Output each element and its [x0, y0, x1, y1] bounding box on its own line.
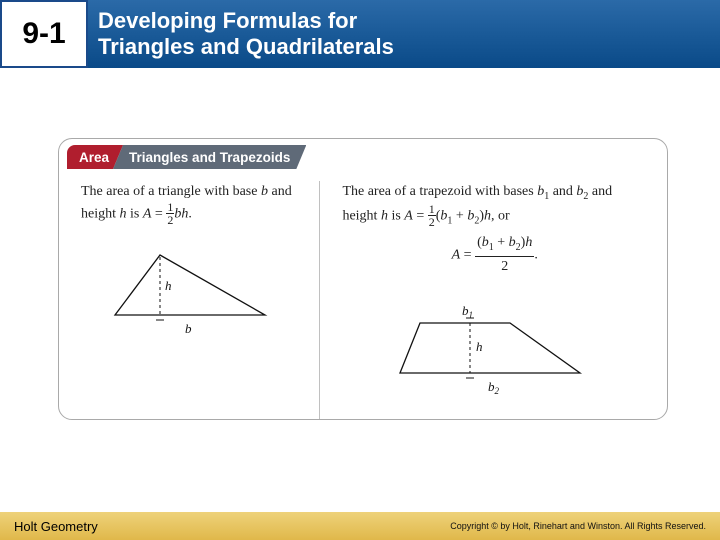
- slide-title: Developing Formulas for Triangles and Qu…: [98, 8, 394, 61]
- section-number-badge: 9-1: [0, 0, 88, 68]
- trap-frac-den: 2: [475, 257, 534, 276]
- title-bar: Developing Formulas for Triangles and Qu…: [88, 0, 720, 68]
- footer-copyright: Copyright © by Holt, Rinehart and Winsto…: [450, 521, 706, 531]
- slide-header: 9-1 Developing Formulas for Triangles an…: [0, 0, 720, 68]
- trapezoid-figure: b1 h b2: [342, 293, 647, 403]
- title-line-2: Triangles and Quadrilaterals: [98, 34, 394, 59]
- trapezoid-shape: [400, 323, 580, 373]
- box-header: Area Triangles and Trapezoids: [67, 145, 306, 169]
- footer-brand: Holt Geometry: [14, 519, 98, 534]
- trapezoid-text-2: A = (b1 + b2)h2.: [342, 235, 647, 276]
- trap-b2-label: b2: [488, 379, 500, 396]
- triangle-b-label: b: [185, 321, 192, 336]
- triangle-shape: [115, 255, 265, 315]
- triangle-figure: h b: [81, 245, 299, 340]
- box-body: The area of a triangle with base b and h…: [59, 139, 667, 419]
- area-formula-box: Area Triangles and Trapezoids The area o…: [58, 138, 668, 420]
- triangle-h-label: h: [165, 278, 172, 293]
- slide-footer: Holt Geometry Copyright © by Holt, Rineh…: [0, 512, 720, 540]
- section-number: 9-1: [22, 17, 65, 51]
- triangle-text: The area of a triangle with base b and h…: [81, 181, 299, 227]
- triangle-svg: h b: [105, 245, 275, 340]
- trapezoid-column: The area of a trapezoid with bases b1 an…: [320, 181, 667, 419]
- triangle-column: The area of a triangle with base b and h…: [59, 181, 320, 419]
- trapezoid-svg: b1 h b2: [390, 293, 600, 403]
- trapezoid-text: The area of a trapezoid with bases b1 an…: [342, 181, 647, 229]
- slide-content: Area Triangles and Trapezoids The area o…: [0, 68, 720, 420]
- trap-b1-label: b1: [462, 303, 473, 320]
- trap-h-label: h: [476, 339, 483, 354]
- title-line-1: Developing Formulas for: [98, 8, 357, 33]
- trap-frac-num: (b1 + b2)h: [475, 235, 534, 257]
- box-header-gray: Triangles and Trapezoids: [113, 145, 306, 169]
